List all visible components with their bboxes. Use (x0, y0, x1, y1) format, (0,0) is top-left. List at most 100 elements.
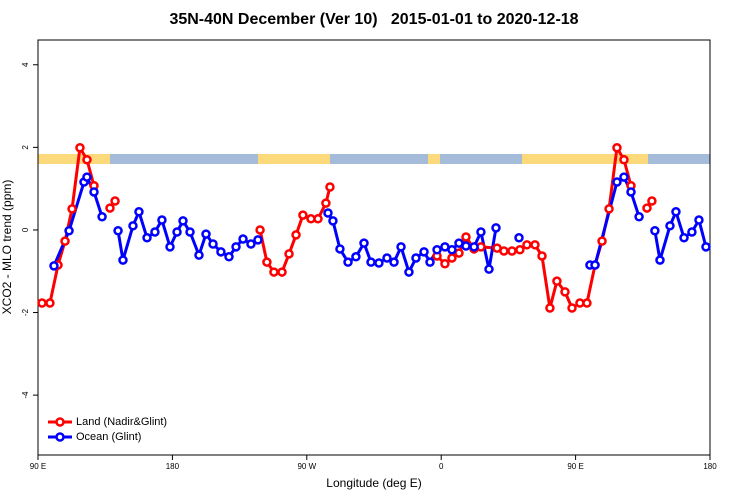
data-point (432, 245, 442, 255)
y-tick-label: 0 (21, 227, 30, 232)
data-point (323, 208, 333, 218)
data-point (178, 216, 188, 226)
data-point (82, 172, 92, 182)
data-point (150, 227, 160, 237)
data-point (642, 203, 652, 213)
land-band (428, 154, 440, 164)
plot-frame (37, 39, 711, 456)
y-tick-label: 4 (21, 62, 30, 67)
data-point (461, 241, 471, 251)
x-tick-label: 180 (703, 462, 717, 471)
data-point (382, 253, 392, 263)
data-point (679, 233, 689, 243)
data-point (89, 187, 99, 197)
data-point (105, 203, 115, 213)
data-point (194, 250, 204, 260)
data-point (469, 242, 479, 252)
legend-label: Ocean (Glint) (76, 431, 141, 443)
y-tick-label: -4 (21, 391, 30, 399)
data-point (298, 210, 308, 220)
data-point (461, 232, 471, 242)
y-tick-label: 2 (21, 145, 30, 150)
data-point (515, 245, 525, 255)
data-point (313, 214, 323, 224)
x-tick-label: 180 (166, 462, 180, 471)
data-point (97, 211, 107, 222)
data-point (255, 225, 265, 235)
x-tick-label: 90 E (567, 462, 583, 471)
data-point (560, 287, 570, 297)
data-point (597, 236, 607, 246)
data-point (110, 196, 120, 206)
land-band (258, 154, 330, 164)
data-point (440, 259, 450, 269)
data-point (419, 247, 429, 257)
data-point (45, 298, 55, 308)
data-point (447, 245, 457, 255)
data-point (165, 242, 175, 252)
data-point (335, 244, 345, 254)
data-point (82, 155, 92, 165)
x-axis-label: Longitude (deg E) (326, 476, 421, 490)
data-point (157, 215, 167, 225)
data-point (612, 177, 622, 187)
data-point (447, 253, 457, 263)
data-point (530, 240, 540, 250)
data-point (291, 230, 301, 240)
data-point (567, 303, 577, 313)
data-point (671, 207, 681, 217)
ocean-band (38, 154, 710, 164)
data-point (134, 207, 144, 217)
legend-marker (55, 417, 65, 427)
data-point (277, 267, 287, 277)
data-point (366, 257, 376, 267)
data-point (545, 303, 555, 313)
data-point (128, 221, 138, 231)
data-point (604, 204, 614, 214)
data-point (325, 182, 335, 192)
data-point (687, 227, 697, 237)
data-point (582, 298, 592, 308)
data-point (694, 215, 704, 225)
data-point (67, 204, 77, 214)
data-point (514, 233, 524, 243)
data-point (499, 246, 509, 256)
data-point (253, 235, 263, 245)
data-point (374, 258, 384, 268)
data-point (634, 211, 644, 222)
data-point (216, 247, 226, 257)
data-point (231, 242, 241, 252)
data-point (491, 223, 501, 233)
data-point (208, 239, 218, 249)
x-tick-label: 90 W (297, 462, 316, 471)
legend-label: Land (Nadir&Glint) (76, 416, 167, 428)
data-point (49, 261, 59, 271)
data-point (269, 267, 279, 277)
data-point (619, 155, 629, 165)
series-line (52, 175, 708, 274)
data-point (647, 196, 657, 206)
data-point (359, 238, 369, 248)
data-point (476, 227, 486, 237)
data-point (328, 216, 338, 226)
data-point (454, 248, 464, 258)
data-point (224, 252, 234, 262)
chart-title: 35N-40N December (Ver 10) 2015-01-01 to … (169, 11, 578, 28)
data-point (118, 255, 128, 265)
data-point (626, 187, 636, 197)
land-band (38, 154, 110, 164)
data-point (655, 255, 665, 265)
data-point (425, 257, 435, 267)
data-point (238, 234, 248, 244)
data-point (284, 249, 294, 259)
data-point (590, 260, 600, 270)
legend-marker (55, 432, 65, 442)
data-point (185, 227, 195, 237)
land-ocean-mask (38, 154, 710, 164)
data-point (484, 264, 494, 274)
data-point (201, 229, 211, 239)
data-point (411, 253, 421, 263)
data-point (552, 276, 562, 286)
data-point (404, 267, 414, 277)
x-tick-label: 90 E (30, 462, 46, 471)
